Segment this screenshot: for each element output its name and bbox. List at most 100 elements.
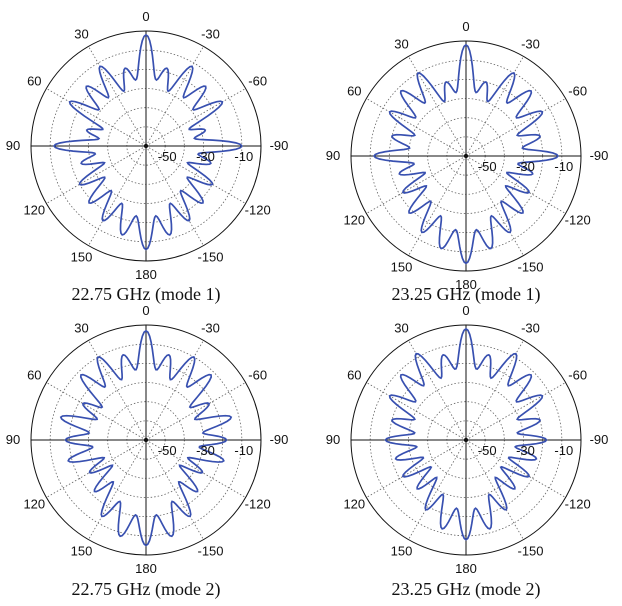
grid-spoke [366, 98, 467, 157]
radial-tick-label: -50 [158, 149, 177, 164]
grid-spoke [145, 382, 246, 441]
grid-spoke [465, 56, 524, 157]
angle-tick-label: 0 [462, 303, 469, 318]
angle-tick-label: 60 [27, 368, 41, 383]
angle-tick-label: 150 [71, 544, 93, 559]
angle-tick-label: -120 [245, 203, 271, 218]
center-dot [143, 437, 149, 443]
grid-spoke [366, 382, 467, 441]
angle-tick-label: -120 [245, 497, 271, 512]
radial-tick-label: -30 [516, 443, 535, 458]
grid-spoke [88, 439, 147, 540]
angle-tick-label: 150 [391, 260, 413, 275]
angle-tick-label: -60 [568, 368, 587, 383]
outer-ring [30, 30, 262, 262]
angle-tick-label: -30 [201, 320, 220, 335]
angle-tick-label: -30 [521, 36, 540, 51]
grid-spoke [366, 155, 467, 214]
angle-tick-label: 0 [462, 19, 469, 34]
angle-tick-label: 120 [343, 213, 365, 228]
radial-tick-label: -30 [196, 443, 215, 458]
angle-tick-label: 150 [71, 250, 93, 265]
grid-spoke [145, 145, 246, 204]
grid-spoke [145, 46, 204, 147]
grid-spoke [465, 382, 566, 441]
grid-spoke [46, 145, 147, 204]
grid-spoke [46, 439, 147, 498]
grid-spoke [145, 145, 204, 246]
radiation-pattern-trace [52, 33, 243, 251]
radial-tick-label: -30 [516, 159, 535, 174]
angle-tick-label: -150 [197, 250, 223, 265]
angle-tick-label: 60 [347, 368, 361, 383]
angle-tick-label: -30 [201, 26, 220, 41]
polar-plot-1: 0 30 60 90 120 150 180 -150 -120 -90 -60 -30 -50 -30 -… [6, 9, 289, 305]
plot-caption: 22.75 GHz (mode 2) [72, 579, 221, 600]
outer-ring [30, 324, 262, 556]
radial-tick-label: -50 [478, 159, 497, 174]
radial-tick-label: -50 [158, 443, 177, 458]
angle-tick-label: 90 [6, 432, 20, 447]
radiation-pattern-trace [384, 327, 548, 541]
grid-spoke [366, 439, 467, 498]
grid-spoke [465, 155, 524, 256]
grid-spoke [145, 439, 204, 540]
angle-tick-label: -150 [517, 260, 543, 275]
angle-tick-label: -120 [565, 213, 591, 228]
angle-tick-label: 150 [391, 544, 413, 559]
angle-tick-label: 120 [23, 497, 45, 512]
radiation-pattern-trace [59, 329, 233, 547]
grid-spoke [145, 340, 204, 441]
angle-tick-label: 120 [23, 203, 45, 218]
plot-caption: 22.75 GHz (mode 1) [72, 284, 221, 305]
grid-spoke [408, 340, 467, 441]
angle-tick-label: -60 [248, 368, 267, 383]
center-dot [463, 437, 469, 443]
grid-spoke [145, 88, 246, 147]
center-dot [143, 143, 149, 149]
plot-caption: 23.25 GHz (mode 1) [392, 284, 541, 305]
radial-tick-label: -10 [234, 443, 253, 458]
angle-tick-label: 180 [455, 277, 477, 292]
grid-spoke [465, 439, 524, 540]
radial-tick-label: -30 [196, 149, 215, 164]
radial-tick-label: -10 [234, 149, 253, 164]
angle-tick-label: -90 [270, 432, 289, 447]
polar-plot-3: 0 30 60 90 120 150 180 -150 -120 -90 -60 -30 -50 -30 -… [6, 303, 289, 600]
grid-spoke [465, 439, 566, 498]
outer-ring [350, 324, 582, 556]
grid-spoke [88, 340, 147, 441]
radial-tick-label: -10 [554, 443, 573, 458]
angle-tick-label: -150 [517, 544, 543, 559]
angle-tick-label: 30 [394, 320, 408, 335]
angle-tick-label: 90 [326, 432, 340, 447]
angle-tick-label: 60 [347, 84, 361, 99]
grid-spoke [408, 56, 467, 157]
angle-tick-label: 180 [135, 267, 157, 282]
angle-tick-label: -90 [590, 432, 609, 447]
angle-tick-label: -120 [565, 497, 591, 512]
grid-spoke [408, 439, 467, 540]
radiation-pattern-trace [372, 43, 560, 265]
angle-tick-label: -90 [590, 148, 609, 163]
angle-tick-label: -60 [248, 74, 267, 89]
grid-spoke [88, 46, 147, 147]
angle-tick-label: 90 [6, 138, 20, 153]
grid-spoke [465, 340, 524, 441]
angle-tick-label: 30 [74, 26, 88, 41]
angle-tick-label: 30 [394, 36, 408, 51]
angle-tick-label: 120 [343, 497, 365, 512]
angle-tick-label: 0 [142, 303, 149, 318]
angle-tick-label: -90 [270, 138, 289, 153]
angle-tick-label: -150 [197, 544, 223, 559]
polar-plot-2: 0 30 60 90 120 150 180 -150 -120 -90 -60 -30 -50 -30 -… [326, 19, 609, 305]
grid-spoke [46, 88, 147, 147]
angle-tick-label: 180 [455, 561, 477, 576]
angle-tick-label: 90 [326, 148, 340, 163]
center-dot [463, 153, 469, 159]
plot-caption: 23.25 GHz (mode 2) [392, 579, 541, 600]
angle-tick-label: 180 [135, 561, 157, 576]
grid-spoke [145, 439, 246, 498]
grid-spoke [465, 155, 566, 214]
